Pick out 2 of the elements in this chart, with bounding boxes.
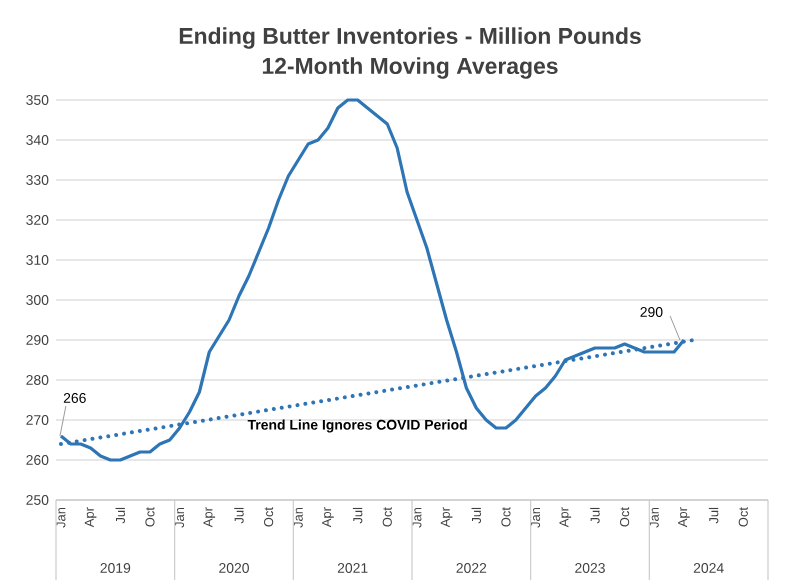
chart-title: Ending Butter Inventories - Million Pounds (179, 27, 641, 49)
chart-subtitle: 12-Month Moving Averages (262, 57, 558, 79)
